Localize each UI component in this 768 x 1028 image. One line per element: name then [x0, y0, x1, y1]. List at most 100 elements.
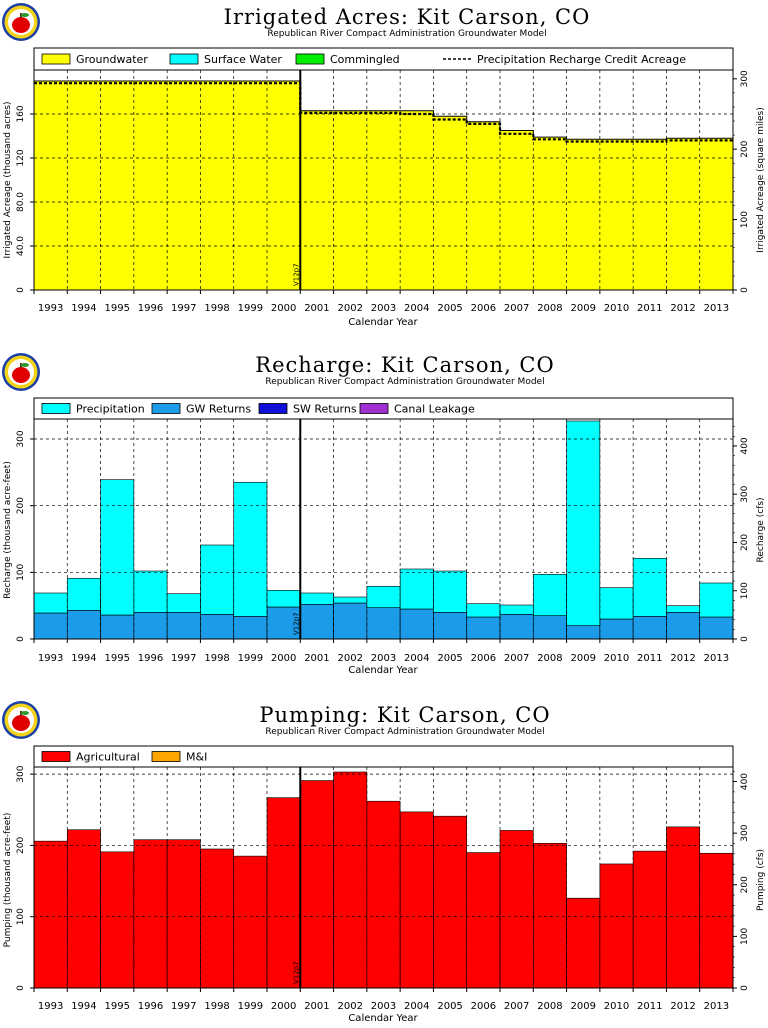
- x-tick-label: 2013: [704, 303, 729, 314]
- bar-precipitation: [200, 544, 235, 615]
- x-tick-label: 1994: [71, 1001, 96, 1012]
- x-tick-label: 1997: [171, 303, 196, 314]
- bar-groundwater: [200, 81, 234, 290]
- bar-agricultural: [699, 852, 734, 989]
- bar-precipitation: [333, 596, 368, 604]
- bar-gw-returns: [233, 616, 268, 640]
- x-tick-label: 2000: [271, 653, 296, 664]
- bar-groundwater: [433, 116, 467, 290]
- bar-groundwater: [533, 137, 567, 290]
- bar-precipitation: [66, 578, 101, 611]
- legend-label: M&I: [186, 751, 207, 764]
- x-tick-label: 2009: [570, 303, 595, 314]
- bar-precipitation: [599, 587, 634, 620]
- y2-tick-label: 200: [740, 876, 750, 893]
- bar-precipitation: [266, 590, 301, 608]
- bar-precipitation: [499, 604, 534, 615]
- y2-axis-label: Recharge (cfs): [756, 497, 766, 562]
- x-tick-label: 1995: [104, 303, 129, 314]
- bar-agricultural: [133, 839, 168, 989]
- x-tick-label: 1999: [238, 653, 263, 664]
- legend-label: Canal Leakage: [394, 403, 475, 416]
- x-tick-label: 2006: [471, 303, 496, 314]
- apple-logo-icon: [2, 701, 40, 739]
- y-axis-label: Pumping (thousand acre-feet): [3, 813, 13, 948]
- x-tick-label: 2007: [504, 1001, 529, 1012]
- plot-frame: [33, 766, 734, 989]
- legend-label: Surface Water: [204, 53, 282, 66]
- bar-agricultural: [599, 863, 634, 989]
- bar-agricultural: [200, 848, 235, 989]
- y2-tick-label: 100: [740, 582, 750, 599]
- x-tick-label: 2006: [471, 1001, 496, 1012]
- bar-precipitation: [532, 574, 567, 616]
- x-tick-label: 1993: [38, 1001, 63, 1012]
- x-tick-label: 1995: [104, 653, 129, 664]
- bar-groundwater: [599, 139, 634, 290]
- marker-label: V12p7: [292, 612, 300, 635]
- legend-swatch: [151, 403, 181, 414]
- bar-precipitation: [299, 592, 334, 605]
- bar-gw-returns: [366, 607, 401, 640]
- bar-agricultural: [266, 797, 301, 989]
- x-tick-label: 2003: [371, 303, 396, 314]
- bar-gw-returns: [333, 602, 368, 640]
- bar-groundwater: [34, 81, 68, 290]
- bar-gw-returns: [399, 608, 434, 640]
- y2-tick-label: 0: [740, 985, 750, 991]
- y-tick-label: 40.0: [16, 236, 26, 256]
- x-tick-label: 2002: [337, 1001, 362, 1012]
- bar-gw-returns: [100, 614, 135, 640]
- chart-title: Recharge: Kit Carson, CO: [255, 353, 554, 377]
- panel-recharge: Recharge: Kit Carson, CO Republican Rive…: [2, 353, 766, 676]
- bar-groundwater: [67, 81, 101, 290]
- x-tick-label: 2004: [404, 653, 429, 664]
- bar-precipitation: [233, 482, 268, 617]
- y2-tick-label: 400: [740, 437, 750, 454]
- bar-groundwater: [100, 81, 134, 290]
- x-tick-label: 1994: [71, 653, 96, 664]
- y-tick-label: 0: [16, 636, 26, 642]
- x-tick-label: 2011: [637, 653, 662, 664]
- bar-precipitation: [566, 420, 601, 626]
- bar-agricultural: [466, 852, 501, 989]
- bar-precipitation: [33, 592, 68, 614]
- panel-pumping: Pumping: Kit Carson, CO Republican River…: [2, 701, 766, 1024]
- y-tick-label: 0: [16, 985, 26, 991]
- x-tick-label: 1993: [38, 303, 63, 314]
- x-tick-label: 1998: [204, 1001, 229, 1012]
- bar-agricultural: [299, 780, 334, 989]
- x-tick-label: 1997: [171, 1001, 196, 1012]
- x-tick-label: 2007: [504, 653, 529, 664]
- bar-gw-returns: [466, 616, 501, 640]
- marker-label: V12p7: [292, 961, 300, 984]
- y2-tick-label: 100: [740, 928, 750, 945]
- legend-swatch: [359, 403, 389, 414]
- bar-groundwater: [366, 110, 401, 290]
- bar-gw-returns: [632, 616, 667, 640]
- plot-frame: [33, 69, 734, 291]
- legend-label: Precipitation Recharge Credit Acreage: [477, 53, 686, 66]
- bar-agricultural: [166, 839, 201, 989]
- y-tick-label: 100: [16, 563, 26, 580]
- plot-area: [33, 767, 734, 989]
- bar-precipitation: [366, 586, 401, 608]
- chart-title: Pumping: Kit Carson, CO: [259, 703, 550, 727]
- legend-swatch: [258, 403, 288, 414]
- x-axis-label: Calendar Year: [348, 1013, 418, 1024]
- series-line-precip-credit: [34, 82, 733, 143]
- y-tick-label: 160: [16, 105, 26, 122]
- bar-gw-returns: [299, 604, 334, 640]
- marker-label: V12p7: [292, 263, 300, 286]
- chart-legend: Groundwater Surface Water Commingled Precip…: [33, 47, 734, 71]
- plot-area: [33, 419, 734, 640]
- bar-gw-returns: [33, 612, 68, 640]
- x-tick-label: 2007: [504, 303, 529, 314]
- x-tick-label: 2006: [471, 653, 496, 664]
- bar-precipitation: [632, 558, 667, 617]
- chart-title: Irrigated Acres: Kit Carson, CO: [224, 5, 591, 29]
- x-tick-label: 2011: [637, 303, 662, 314]
- bar-gw-returns: [599, 618, 634, 640]
- x-tick-label: 2008: [537, 1001, 562, 1012]
